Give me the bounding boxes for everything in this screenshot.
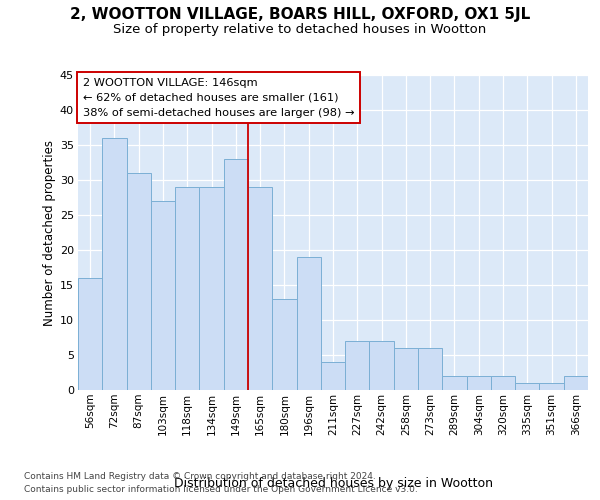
Bar	[224, 159, 248, 390]
Bar	[296, 257, 321, 390]
Bar	[272, 299, 296, 390]
Text: Size of property relative to detached houses in Wootton: Size of property relative to detached ho…	[113, 22, 487, 36]
X-axis label: Distribution of detached houses by size in Wootton: Distribution of detached houses by size …	[173, 476, 493, 490]
Bar	[199, 187, 224, 390]
Bar	[418, 348, 442, 390]
Bar	[248, 187, 272, 390]
Text: 2 WOOTTON VILLAGE: 146sqm
← 62% of detached houses are smaller (161)
38% of semi: 2 WOOTTON VILLAGE: 146sqm ← 62% of detac…	[83, 78, 355, 118]
Bar	[539, 383, 564, 390]
Bar	[102, 138, 127, 390]
Text: 2, WOOTTON VILLAGE, BOARS HILL, OXFORD, OX1 5JL: 2, WOOTTON VILLAGE, BOARS HILL, OXFORD, …	[70, 8, 530, 22]
Bar	[370, 341, 394, 390]
Bar	[78, 278, 102, 390]
Bar	[515, 383, 539, 390]
Bar	[151, 201, 175, 390]
Bar	[127, 173, 151, 390]
Bar	[467, 376, 491, 390]
Bar	[394, 348, 418, 390]
Text: Contains public sector information licensed under the Open Government Licence v3: Contains public sector information licen…	[24, 485, 418, 494]
Bar	[175, 187, 199, 390]
Bar	[321, 362, 345, 390]
Bar	[564, 376, 588, 390]
Text: Contains HM Land Registry data © Crown copyright and database right 2024.: Contains HM Land Registry data © Crown c…	[24, 472, 376, 481]
Y-axis label: Number of detached properties: Number of detached properties	[43, 140, 56, 326]
Bar	[345, 341, 370, 390]
Bar	[491, 376, 515, 390]
Bar	[442, 376, 467, 390]
